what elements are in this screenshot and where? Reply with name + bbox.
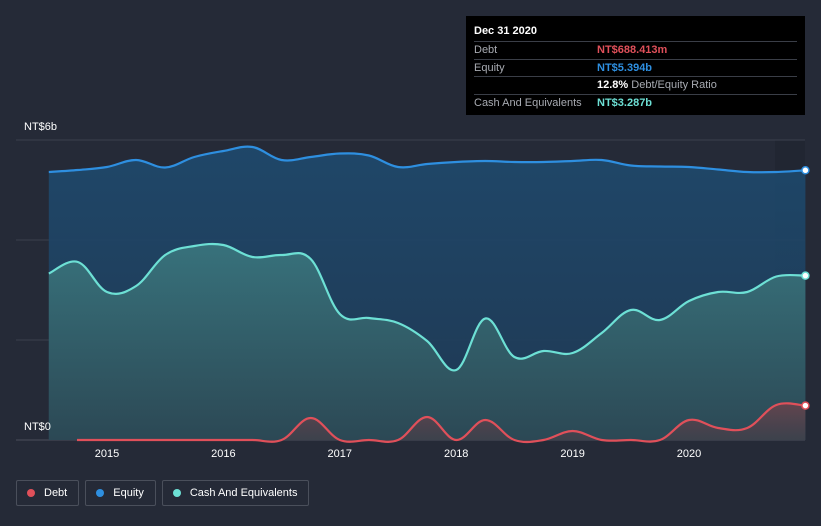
series-areas <box>48 146 806 443</box>
equity-end-marker <box>801 166 810 175</box>
y-tick-top: NT$6b <box>24 121 58 133</box>
legend-dot-equity <box>96 489 105 497</box>
legend-item-equity[interactable]: Equity <box>85 480 156 506</box>
cash-line <box>48 242 806 372</box>
y-tick-bottom: NT$0 <box>24 421 51 433</box>
x-tick-label: 2020 <box>677 448 701 460</box>
data-tooltip: Dec 31 2020 Debt NT$688.413m Equity NT$5… <box>466 16 805 115</box>
cash-end-marker <box>801 271 810 280</box>
debt-end-marker <box>801 401 810 410</box>
x-tick-label: 2015 <box>95 448 119 460</box>
x-tick-label: 2016 <box>211 448 235 460</box>
x-tick-label: 2018 <box>444 448 468 460</box>
x-axis-ticks: 2015 2016 2017 2018 2019 2020 <box>95 448 701 460</box>
tooltip-debt-row: Debt NT$688.413m <box>474 42 797 60</box>
tooltip-date: Dec 31 2020 <box>474 24 797 42</box>
legend-item-cash[interactable]: Cash And Equivalents <box>161 480 310 506</box>
legend-item-debt[interactable]: Debt <box>16 480 80 506</box>
legend-dot-cash <box>172 489 181 497</box>
legend-dot-debt <box>27 489 35 497</box>
tooltip-ratio-value: 12.8% <box>597 79 629 91</box>
tooltip-debt-value: NT$688.413m <box>597 44 668 56</box>
debt-line <box>77 402 806 444</box>
tooltip-cash-value: NT$3.287b <box>597 96 653 109</box>
tooltip-debt-label: Debt <box>474 44 498 56</box>
debt-area <box>77 403 806 443</box>
tooltip-equity-value: NT$5.394b <box>597 61 653 74</box>
legend-label-debt: Debt <box>44 487 68 499</box>
tooltip-equity-row: Equity NT$5.394b <box>474 60 797 77</box>
tooltip-ratio-spacer <box>474 77 597 94</box>
series-lines <box>48 145 806 444</box>
legend: Debt Equity Cash And Equivalents <box>16 480 310 506</box>
tooltip-cash-label: Cash And Equivalents <box>474 96 582 109</box>
tooltip-cash-row: Cash And Equivalents NT$3.287b <box>474 95 797 112</box>
end-markers <box>801 166 810 410</box>
legend-label-equity: Equity <box>113 487 144 499</box>
tooltip-equity-label: Equity <box>474 61 505 74</box>
legend-label-cash: Cash And Equivalents <box>189 487 298 499</box>
x-tick-label: 2019 <box>560 448 584 460</box>
equity-line <box>48 145 806 174</box>
tooltip-ratio-label: Debt/Equity Ratio <box>631 79 717 91</box>
x-tick-label: 2017 <box>328 448 352 460</box>
tooltip-ratio-row: 12.8% Debt/Equity Ratio <box>474 77 797 95</box>
